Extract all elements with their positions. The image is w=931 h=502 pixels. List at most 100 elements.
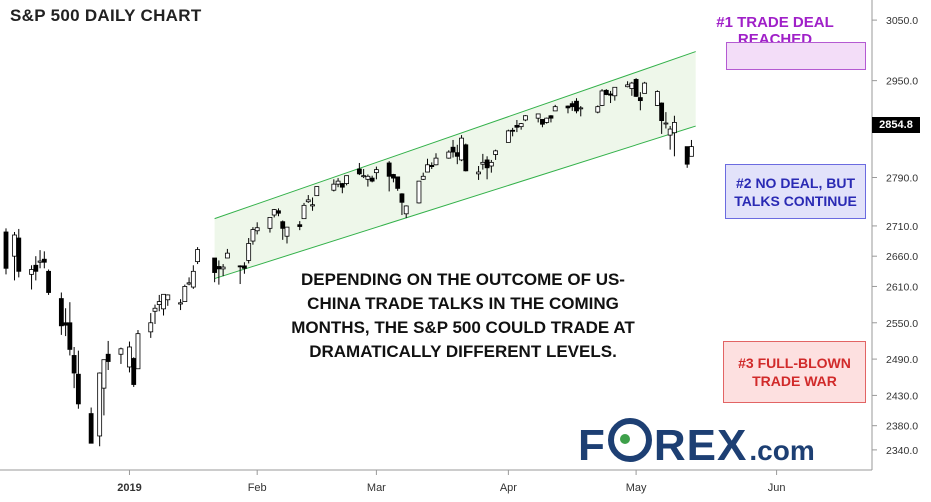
candle-body [608, 93, 613, 96]
candle [399, 193, 405, 216]
candle [280, 220, 286, 240]
candle-body [284, 226, 290, 237]
candle-body [659, 102, 665, 121]
candle [654, 90, 660, 107]
candle-body [463, 144, 469, 172]
candle [161, 293, 166, 316]
candle [182, 284, 188, 302]
logo-f: F [578, 421, 606, 470]
candle [523, 115, 528, 122]
candle-body [425, 164, 430, 173]
candle [127, 341, 132, 373]
candle-body [335, 180, 341, 185]
candle-body [672, 122, 677, 134]
candle-body [450, 146, 456, 153]
candle [101, 359, 107, 416]
candle [463, 143, 469, 172]
candle [544, 117, 550, 124]
candle [246, 238, 252, 264]
candle-body [16, 237, 22, 272]
candle [518, 123, 524, 130]
candle-body [420, 175, 426, 180]
candle-body [540, 118, 545, 125]
candle-body [663, 122, 669, 125]
candle [369, 175, 375, 183]
candle [420, 172, 426, 180]
candle-body [190, 270, 196, 288]
candle [672, 115, 677, 157]
candle-body [182, 286, 188, 302]
candle [71, 346, 77, 389]
price-tick-label: 2610.0 [886, 281, 918, 293]
candle [642, 81, 648, 94]
candle-body [3, 231, 9, 269]
candle [97, 372, 103, 447]
candle [344, 175, 349, 186]
candle-body [242, 265, 247, 269]
candle [165, 294, 171, 306]
candle-body [552, 106, 558, 112]
candle-body [565, 105, 571, 109]
candle [148, 313, 154, 338]
candle-body [271, 209, 277, 216]
candle-body [195, 249, 200, 263]
candle [548, 115, 554, 123]
candle [3, 228, 9, 275]
candle [574, 98, 579, 114]
scenario-1-box [726, 42, 866, 70]
candle [131, 357, 137, 387]
candle-body [578, 107, 584, 110]
candle-body [373, 169, 379, 174]
candle [612, 86, 618, 101]
candle [178, 299, 183, 311]
candle-body [523, 115, 528, 121]
time-tick-label: Apr [500, 482, 517, 494]
candle-body [386, 162, 392, 177]
candle-body [595, 106, 601, 113]
candle [195, 247, 200, 265]
candle-body [399, 193, 405, 203]
price-tick-label: 2550.0 [886, 318, 918, 330]
candle-body [569, 103, 575, 108]
candle-body [684, 146, 690, 165]
candle [75, 350, 81, 409]
candle [331, 179, 337, 192]
candle [284, 226, 290, 244]
logo-o-icon [607, 418, 652, 462]
time-tick-label: 2019 [117, 482, 141, 494]
candle [314, 186, 320, 197]
candle-body [356, 168, 362, 175]
candle-body [71, 355, 77, 374]
candle [305, 195, 311, 203]
candle [33, 256, 39, 281]
candle-body [267, 217, 273, 229]
time-tick-label: Jun [768, 482, 786, 494]
time-tick-label: May [626, 482, 647, 494]
candle-body [212, 257, 218, 273]
price-tick-label: 2430.0 [886, 390, 918, 402]
candle [488, 159, 494, 173]
candle [386, 161, 392, 192]
candle [391, 173, 396, 183]
candle [220, 264, 226, 277]
candle-body [67, 322, 73, 350]
candle-body [276, 210, 281, 214]
candle [603, 89, 609, 96]
candle-body [574, 100, 579, 112]
candle-body [75, 373, 81, 405]
candle-body [88, 413, 94, 444]
candle-body [63, 322, 69, 326]
candle-body [667, 128, 673, 136]
candle-body [58, 298, 64, 327]
chart-title: S&P 500 DAILY CHART [10, 6, 202, 25]
candle-body [280, 221, 286, 229]
candle-body [186, 282, 192, 285]
candle-body [689, 146, 694, 157]
candle-body [642, 82, 648, 94]
candle [212, 257, 218, 283]
candle-body [505, 130, 511, 143]
candle-body [331, 183, 337, 191]
candle [446, 150, 452, 159]
price-tick-label: 3050.0 [886, 15, 918, 27]
candle [276, 208, 281, 217]
